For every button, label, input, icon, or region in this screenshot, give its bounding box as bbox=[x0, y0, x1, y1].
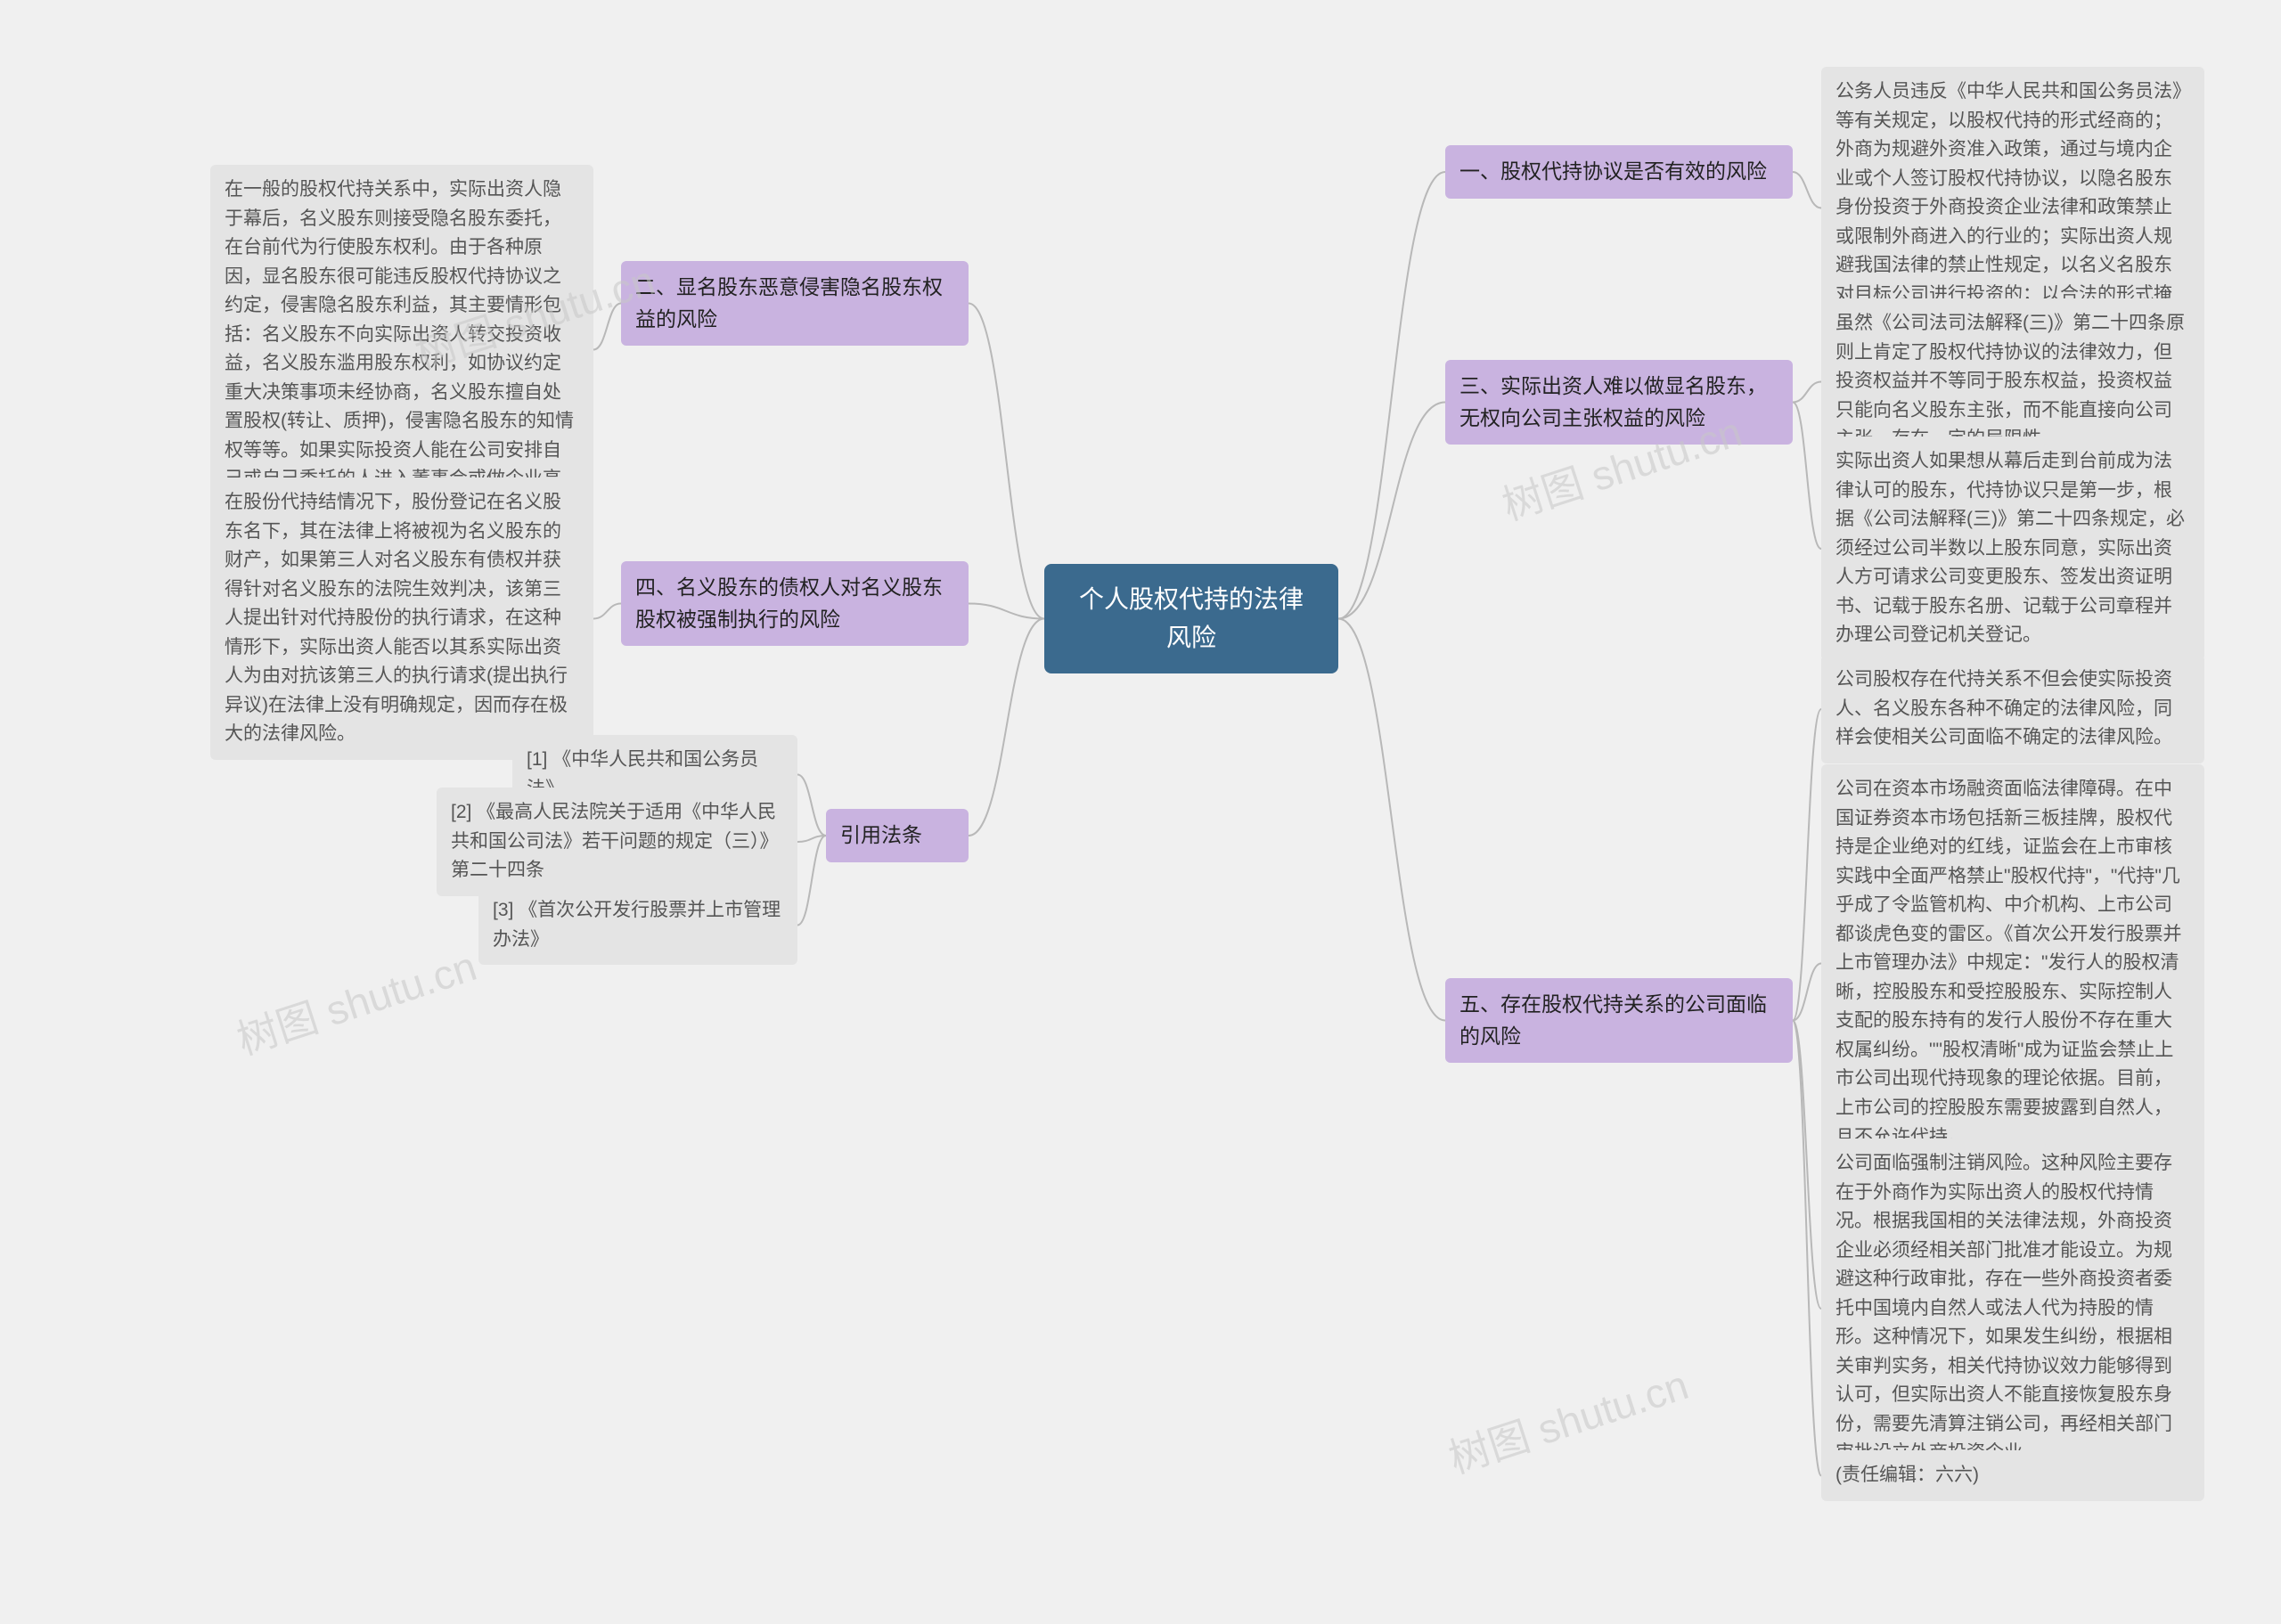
leaf-1-text: 公务人员违反《中华人民共和国公务员法》等有关规定，以股权代持的形式经商的；外商为… bbox=[1835, 81, 2182, 333]
branch-2: 二、显名股东恶意侵害隐名股东权益的风险 bbox=[621, 261, 969, 346]
leaf-5a: 公司股权存在代持关系不但会使实际投资人、名义股东各种不确定的法律风险，同样会使相… bbox=[1821, 655, 2204, 763]
branch-5-label: 五、存在股权代持关系的公司面临的风险 bbox=[1459, 992, 1767, 1048]
leaf-5d-text: (责任编辑：六六) bbox=[1835, 1465, 1979, 1485]
leaf-5d: (责任编辑：六六) bbox=[1821, 1450, 2204, 1501]
leaf-5c: 公司面临强制注销风险。这种风险主要存在于外商作为实际出资人的股权代持情况。根据我… bbox=[1821, 1138, 2204, 1479]
branch-4-label: 四、名义股东的债权人对名义股东股权被强制执行的风险 bbox=[635, 575, 943, 631]
root-node: 个人股权代持的法律风险 bbox=[1044, 564, 1338, 673]
branch-2-label: 二、显名股东恶意侵害隐名股东权益的风险 bbox=[635, 275, 943, 331]
leaf-3a-text: 虽然《公司法司法解释(三)》第二十四条原则上肯定了股权代持协议的法律效力，但投资… bbox=[1835, 313, 2185, 449]
branch-1-label: 一、股权代持协议是否有效的风险 bbox=[1459, 159, 1767, 183]
leaf-3b-text: 实际出资人如果想从幕后走到台前成为法律认可的股东，代持协议只是第一步，根据《公司… bbox=[1835, 451, 2185, 645]
leaf-4-text: 在股份代持结情况下，股份登记在名义股东名下，其在法律上将被视为名义股东的财产，如… bbox=[225, 492, 568, 744]
leaf-3b: 实际出资人如果想从幕后走到台前成为法律认可的股东，代持协议只是第一步，根据《公司… bbox=[1821, 437, 2204, 661]
branch-6-label: 引用法条 bbox=[840, 823, 922, 846]
leaf-5b: 公司在资本市场融资面临法律障碍。在中国证券资本市场包括新三板挂牌，股权代持是企业… bbox=[1821, 764, 2204, 1163]
root-label: 个人股权代持的法律风险 bbox=[1079, 585, 1304, 651]
leaf-6b-text: [2] 《最高人民法院关于适用《中华人民共和国公司法》若干问题的规定（三）》第二… bbox=[451, 802, 779, 880]
leaf-4: 在股份代持结情况下，股份登记在名义股东名下，其在法律上将被视为名义股东的财产，如… bbox=[210, 477, 593, 760]
branch-3: 三、实际出资人难以做显名股东，无权向公司主张权益的风险 bbox=[1445, 360, 1793, 445]
leaf-5b-text: 公司在资本市场融资面临法律障碍。在中国证券资本市场包括新三板挂牌，股权代持是企业… bbox=[1835, 779, 2182, 1147]
branch-4: 四、名义股东的债权人对名义股东股权被强制执行的风险 bbox=[621, 561, 969, 646]
branch-1: 一、股权代持协议是否有效的风险 bbox=[1445, 145, 1793, 199]
branch-3-label: 三、实际出资人难以做显名股东，无权向公司主张权益的风险 bbox=[1459, 374, 1767, 429]
branch-6-citation: 引用法条 bbox=[826, 809, 969, 862]
leaf-2-text: 在一般的股权代持关系中，实际出资人隐于幕后，名义股东则接受隐名股东委托，在台前代… bbox=[225, 179, 574, 518]
leaf-5c-text: 公司面临强制注销风险。这种风险主要存在于外商作为实际出资人的股权代持情况。根据我… bbox=[1835, 1153, 2172, 1463]
leaf-6c: [3] 《首次公开发行股票并上市管理办法》 bbox=[478, 885, 797, 965]
leaf-6b: [2] 《最高人民法院关于适用《中华人民共和国公司法》若干问题的规定（三）》第二… bbox=[437, 788, 797, 896]
watermark: 树图 shutu.cn bbox=[1441, 1353, 1695, 1486]
leaf-5a-text: 公司股权存在代持关系不但会使实际投资人、名义股东各种不确定的法律风险，同样会使相… bbox=[1835, 669, 2172, 747]
watermark: 树图 shutu.cn bbox=[229, 934, 483, 1067]
leaf-6c-text: [3] 《首次公开发行股票并上市管理办法》 bbox=[493, 900, 781, 950]
branch-5: 五、存在股权代持关系的公司面临的风险 bbox=[1445, 978, 1793, 1063]
